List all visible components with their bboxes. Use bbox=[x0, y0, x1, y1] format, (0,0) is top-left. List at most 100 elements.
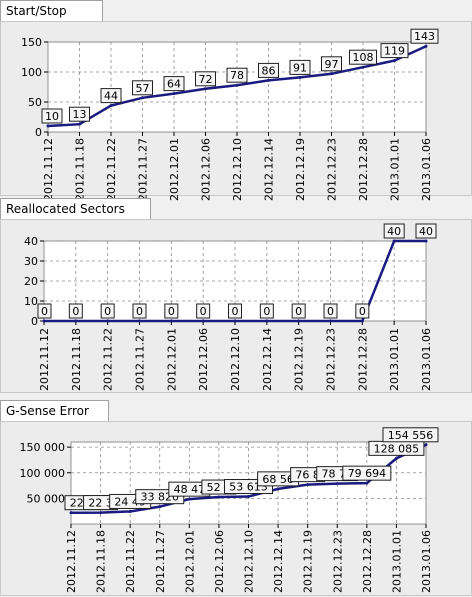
x-tick-label: 2012.12.10 bbox=[243, 530, 256, 593]
data-label-text: 13 bbox=[73, 108, 87, 121]
x-tick-label: 2012.11.12 bbox=[42, 138, 55, 201]
data-point bbox=[361, 65, 365, 69]
data-label: 0 bbox=[132, 303, 147, 319]
data-point bbox=[392, 239, 396, 243]
y-tick-label: 100 000 bbox=[20, 467, 66, 480]
data-point bbox=[424, 239, 428, 243]
x-tick-label: 2012.11.22 bbox=[124, 530, 137, 593]
data-label: 86 bbox=[258, 62, 279, 78]
data-point bbox=[141, 96, 144, 100]
data-label: 72 bbox=[195, 71, 216, 87]
data-label: 97 bbox=[321, 56, 342, 72]
y-tick-label: 50 000 bbox=[27, 492, 66, 505]
x-tick-label: 2012.12.06 bbox=[197, 328, 210, 391]
x-tick-label: 2012.11.27 bbox=[137, 138, 150, 201]
data-label-box bbox=[68, 303, 83, 319]
data-label: 0 bbox=[228, 303, 242, 319]
x-tick-label: 2012.12.19 bbox=[293, 328, 306, 391]
data-label: 0 bbox=[100, 303, 115, 319]
tab-start-stop-count[interactable]: Start/Stop Count bbox=[0, 0, 103, 39]
data-label-box bbox=[41, 108, 63, 124]
data-label: 44 bbox=[100, 88, 122, 104]
data-label-text: 76 8 bbox=[295, 469, 320, 482]
data-label-box bbox=[100, 303, 115, 319]
x-tick-label: 2012.12.28 bbox=[357, 138, 370, 201]
x-tick-label: 2012.12.14 bbox=[261, 328, 274, 391]
x-tick-label: 2013.01.06 bbox=[420, 138, 433, 201]
data-label: 10 bbox=[41, 108, 63, 124]
data-label: 0 bbox=[196, 303, 211, 319]
data-label-box bbox=[132, 80, 153, 96]
data-label-text: 0 bbox=[104, 305, 111, 318]
data-label-text: 72 bbox=[199, 73, 213, 86]
x-tick-label: 2013.01.06 bbox=[420, 328, 433, 391]
x-tick-label: 2012.11.22 bbox=[102, 328, 115, 391]
data-point bbox=[172, 92, 176, 96]
data-point bbox=[217, 495, 221, 499]
data-point bbox=[69, 511, 73, 515]
data-point bbox=[78, 122, 81, 126]
x-tick-label: 2012.12.19 bbox=[294, 138, 307, 201]
y-tick-label: 0 bbox=[31, 315, 38, 328]
data-label: 40 bbox=[415, 223, 437, 239]
tab-reallocated-sectors-count[interactable]: Reallocated Sectors Count bbox=[0, 198, 151, 237]
data-label-box bbox=[100, 88, 122, 104]
data-label-text: 128 085 bbox=[374, 442, 420, 455]
data-label-text: 108 bbox=[353, 51, 374, 64]
data-point bbox=[267, 78, 270, 82]
x-tick-label: 2012.11.12 bbox=[65, 530, 78, 593]
y-tick-label: 150 000 bbox=[20, 441, 66, 454]
data-label: 78 bbox=[226, 67, 248, 83]
data-point bbox=[204, 87, 207, 91]
data-label-text: 86 bbox=[262, 64, 276, 77]
data-label-text: 22 3 bbox=[88, 497, 113, 510]
x-tick-label: 2012.12.23 bbox=[331, 530, 344, 593]
data-label-box bbox=[349, 49, 377, 65]
data-point bbox=[247, 495, 250, 499]
data-point bbox=[169, 319, 173, 323]
data-point bbox=[42, 319, 46, 323]
data-point bbox=[265, 319, 269, 323]
x-tick-label: 2012.12.14 bbox=[263, 138, 276, 201]
data-label: 79 694 bbox=[342, 465, 392, 481]
data-point bbox=[201, 319, 205, 323]
data-point bbox=[187, 497, 191, 501]
data-label-box bbox=[321, 56, 342, 72]
data-label-box bbox=[289, 59, 311, 75]
data-label-text: 0 bbox=[327, 305, 334, 318]
data-label-text: 78 bbox=[230, 69, 244, 82]
data-label-text: 0 bbox=[359, 305, 366, 318]
data-label: 76 8 bbox=[290, 467, 326, 483]
data-point bbox=[424, 44, 428, 48]
data-label-box bbox=[383, 223, 405, 239]
x-tick-label: 2012.11.27 bbox=[134, 328, 147, 391]
data-label-box bbox=[342, 465, 392, 481]
x-tick-label: 2012.12.28 bbox=[361, 530, 374, 593]
data-label: 0 bbox=[355, 303, 370, 319]
x-tick-label: 2012.12.06 bbox=[213, 530, 226, 593]
y-tick-label: 100 bbox=[21, 66, 42, 79]
x-tick-label: 2012.12.23 bbox=[325, 328, 338, 391]
data-point bbox=[276, 487, 280, 491]
start-stop-chart-svg: 0 50 100 150 2012.11.12 2012.11.18 2012.11.22 2… bbox=[21, 28, 439, 201]
x-tick-label: 2012.12.01 bbox=[183, 530, 196, 593]
reallocated-chart: 0 10 20 30 40 2012.11.12 2012.11.18 2012.11.22 2… bbox=[0, 219, 472, 393]
data-label-text: 0 bbox=[41, 305, 48, 318]
data-label: 0 bbox=[259, 303, 274, 319]
data-point bbox=[74, 319, 78, 323]
y-tick-label: 50 bbox=[28, 96, 42, 109]
data-point bbox=[394, 456, 398, 460]
data-label-text: 79 694 bbox=[348, 467, 387, 480]
data-point bbox=[306, 483, 310, 487]
data-point bbox=[360, 319, 364, 323]
data-point bbox=[297, 319, 301, 323]
data-label-text: 40 bbox=[387, 225, 401, 238]
x-tick-label: 2013.01.01 bbox=[389, 138, 402, 201]
data-label-text: 0 bbox=[200, 305, 207, 318]
tab-g-sense-error-rate[interactable]: G-Sense Error Rate bbox=[0, 400, 109, 439]
data-label: 128 085 bbox=[368, 440, 425, 456]
data-label-box bbox=[291, 303, 306, 319]
x-tick-label: 2012.12.14 bbox=[272, 530, 285, 593]
data-label-box bbox=[132, 303, 147, 319]
